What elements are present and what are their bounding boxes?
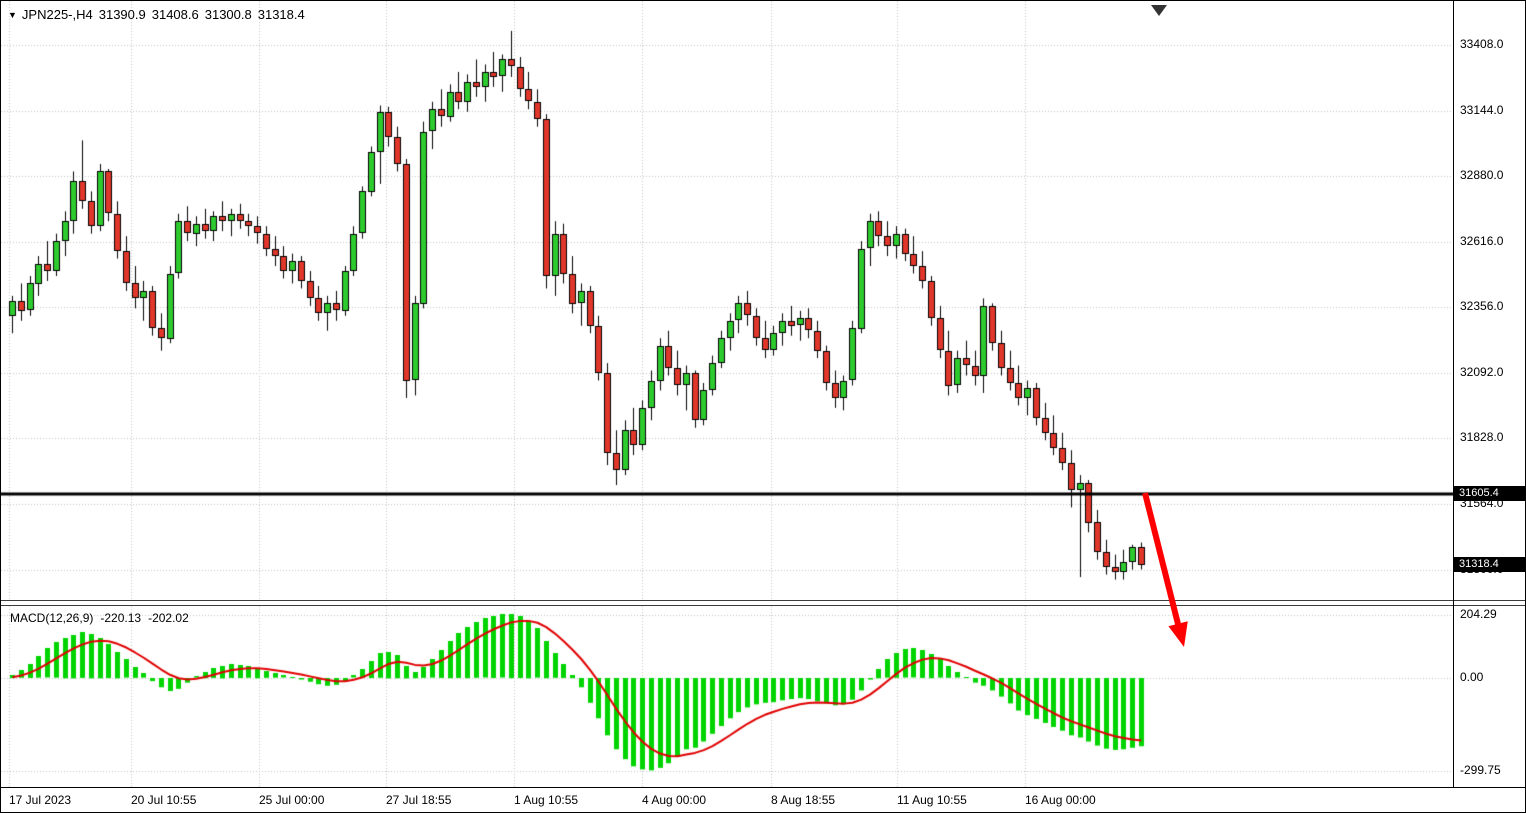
price-axis-label: 32880.0 [1460,168,1504,183]
symbol-period-label: JPN225-,H4 [21,7,93,22]
panel-separator[interactable] [1,600,1525,606]
time-axis-label: 4 Aug 00:00 [642,793,707,807]
hline-price-badge[interactable]: 31605.4 [1454,485,1525,501]
price-axis-label: 33144.0 [1460,102,1504,117]
high-value: 31408.6 [151,7,199,22]
macd-axis-label: -299.75 [1460,762,1501,777]
macd-axis-label: 204.29 [1460,606,1497,621]
price-chart-area[interactable] [1,1,1453,601]
macd-axis-label: 0.00 [1460,669,1484,684]
time-axis-label: 11 Aug 10:55 [897,793,967,807]
price-axis-label: 33408.0 [1460,37,1504,52]
symbol-dropdown-icon[interactable]: ▼ [8,10,17,20]
time-axis-label: 25 Jul 00:00 [259,793,325,807]
time-axis-label: 20 Jul 10:55 [131,793,197,807]
macd-main-value: -220.13 [100,611,142,625]
low-value: 31300.8 [204,7,252,22]
last-price-badge: 31318.4 [1454,557,1525,573]
price-axis-label: 32356.0 [1460,298,1504,313]
time-axis-border [1,787,1525,788]
macd-name: MACD(12,26,9) [10,611,94,625]
time-axis-label: 17 Jul 2023 [9,793,72,807]
time-axis-label: 8 Aug 18:55 [771,793,836,807]
macd-indicator-label: MACD(12,26,9) -220.13 -202.02 [10,611,196,625]
price-axis-label: 31828.0 [1460,430,1504,445]
price-axis-label: 32092.0 [1460,364,1504,379]
close-value: 31318.4 [257,7,305,22]
chart-title: ▼ JPN225-,H4 31390.9 31408.6 31300.8 31318.4 [8,7,311,22]
time-axis-label: 27 Jul 18:55 [386,793,452,807]
macd-signal-value: -202.02 [148,611,189,625]
time-axis-label: 1 Aug 10:55 [514,793,579,807]
chart-shift-marker-icon[interactable] [1151,5,1167,16]
open-value: 31390.9 [98,7,146,22]
price-axis-border [1453,1,1454,787]
macd-indicator-area[interactable] [1,606,1453,787]
time-axis-label: 16 Aug 00:00 [1025,793,1096,807]
price-axis-label: 32616.0 [1460,234,1504,249]
